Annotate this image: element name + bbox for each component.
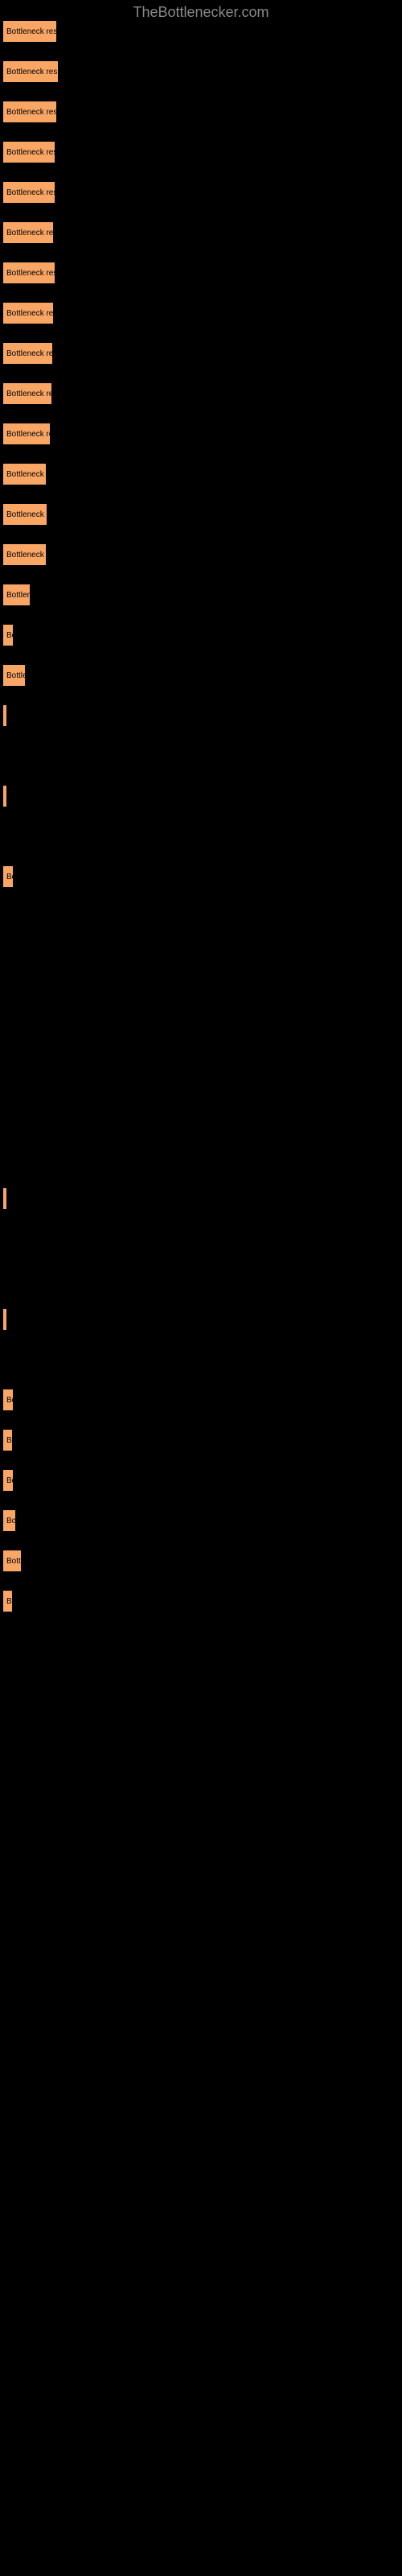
bar-item: Bo — [2, 1469, 14, 1492]
bar-item: Bottlen — [2, 584, 31, 606]
bar-item: Bottleneck resu — [2, 101, 57, 123]
bar-item — [2, 785, 7, 807]
bar-item: Bottleneck resul — [2, 60, 59, 83]
bar-item: Bottleneck reg — [2, 342, 53, 365]
bar-item: Bc — [2, 1590, 13, 1612]
bar-item — [2, 1187, 7, 1210]
bar-item: Bo — [2, 1389, 14, 1411]
bar-item: Bottleneck r — [2, 503, 47, 526]
bar-item — [2, 1308, 7, 1331]
bar-item: Bo — [2, 624, 14, 646]
bar-item: Bottleneck c — [2, 543, 47, 566]
bar-item: Bc — [2, 1429, 13, 1451]
bar-item — [2, 704, 7, 727]
bar-item: Bottl — [2, 1550, 22, 1572]
bar-item: Bot — [2, 1509, 16, 1532]
bar-item: Bo — [2, 865, 14, 888]
bar-item: Bottleneck c — [2, 463, 47, 485]
bar-item: Bottleneck res — [2, 382, 52, 405]
bar-item: Bottleneck resi — [2, 262, 55, 284]
bar-item: Bottleneck resi — [2, 181, 55, 204]
bar-item: Bottleneck res — [2, 302, 54, 324]
bar-item: Bottleneck resi — [2, 141, 55, 163]
bar-item: Bottleneck res — [2, 221, 54, 244]
watermark-text: TheBottlenecker.com — [133, 4, 269, 21]
bar-item: Bottleneck resu — [2, 20, 57, 43]
bar-item: Bottle — [2, 664, 26, 687]
bar-item: Bottleneck re — [2, 423, 51, 445]
